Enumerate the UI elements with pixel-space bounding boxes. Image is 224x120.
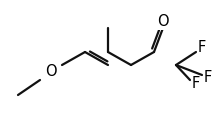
Text: O: O bbox=[157, 15, 169, 30]
Text: O: O bbox=[45, 65, 57, 79]
Text: F: F bbox=[198, 41, 206, 55]
Text: F: F bbox=[192, 77, 200, 91]
Text: F: F bbox=[204, 71, 212, 85]
